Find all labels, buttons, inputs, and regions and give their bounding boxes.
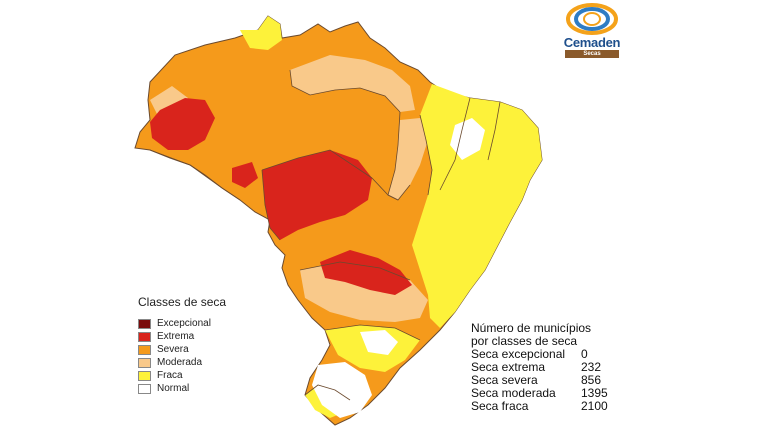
region-extrema-central	[262, 150, 372, 240]
legend-title: Classes de seca	[138, 295, 227, 309]
region-extrema-acre	[232, 162, 258, 188]
legend-item: Moderada	[138, 356, 226, 369]
cemaden-logo: Cemaden Secas	[560, 2, 624, 58]
legend-item: Normal	[138, 382, 226, 395]
region-extrema-amazonas	[150, 98, 215, 150]
stats-row-value: 232	[581, 360, 602, 374]
municipality-stats: Número de municípios por classes de seca…	[471, 322, 621, 413]
legend-label: Moderada	[157, 357, 203, 368]
stats-row: Seca extrema 232	[471, 361, 621, 374]
legend-swatch	[138, 370, 151, 381]
region-normal-ne	[450, 118, 485, 160]
legend-items: Excepcional Extrema Severa Moderada Fraca Nor…	[138, 317, 226, 395]
stats-row-value: 0	[581, 347, 588, 361]
legend-swatch	[138, 318, 151, 329]
legend-item: Severa	[138, 343, 226, 356]
legend-label: Severa	[157, 344, 189, 355]
stats-heading-line1: Número de municípios	[471, 321, 592, 335]
legend-label: Extrema	[157, 331, 195, 342]
stats-row-value: 1395	[581, 386, 608, 400]
stats-row-label: Seca moderada	[471, 386, 556, 400]
region-moderada-north	[290, 55, 415, 112]
legend-label: Excepcional	[157, 318, 211, 329]
logo-wordmark: Cemaden	[563, 35, 621, 50]
legend-label: Fraca	[157, 370, 183, 381]
stats-row-label: Seca excepcional	[471, 347, 566, 361]
legend-swatch	[138, 383, 151, 394]
legend-item: Excepcional	[138, 317, 226, 330]
stats-row: Seca moderada 1395	[471, 387, 621, 400]
stats-heading-line2: por classes de seca	[471, 334, 578, 348]
legend-swatch	[138, 357, 151, 368]
region-normal-rs	[312, 362, 372, 418]
legend-item: Extrema	[138, 330, 226, 343]
stats-row: Seca severa 856	[471, 374, 621, 387]
legend-item: Fraca	[138, 369, 226, 382]
stats-row: Seca fraca 2100	[471, 400, 621, 413]
legend: Classes de seca Excepcional Extrema Severa…	[138, 295, 226, 395]
stats-row-label: Seca fraca	[471, 399, 529, 413]
legend-swatch	[138, 331, 151, 342]
region-fraca-roraima	[240, 16, 282, 50]
logo-subtitle: Secas	[565, 50, 619, 58]
stats-row-label: Seca extrema	[471, 360, 546, 374]
legend-swatch	[138, 344, 151, 355]
stats-row-label: Seca severa	[471, 373, 538, 387]
stats-row-value: 2100	[581, 399, 608, 413]
region-normal-south	[360, 330, 398, 355]
legend-label: Normal	[157, 383, 190, 394]
region-moderada-east	[388, 118, 428, 200]
logo-swirl-icon	[566, 3, 618, 35]
state-borders	[149, 69, 501, 401]
stats-row: Seca excepcional 0	[471, 348, 621, 361]
stats-rows: Seca excepcional 0 Seca extrema 232 Seca sev…	[471, 348, 621, 413]
region-extrema-south	[320, 250, 412, 295]
region-fraca-northeast	[412, 84, 542, 328]
stats-row-value: 856	[581, 373, 602, 387]
